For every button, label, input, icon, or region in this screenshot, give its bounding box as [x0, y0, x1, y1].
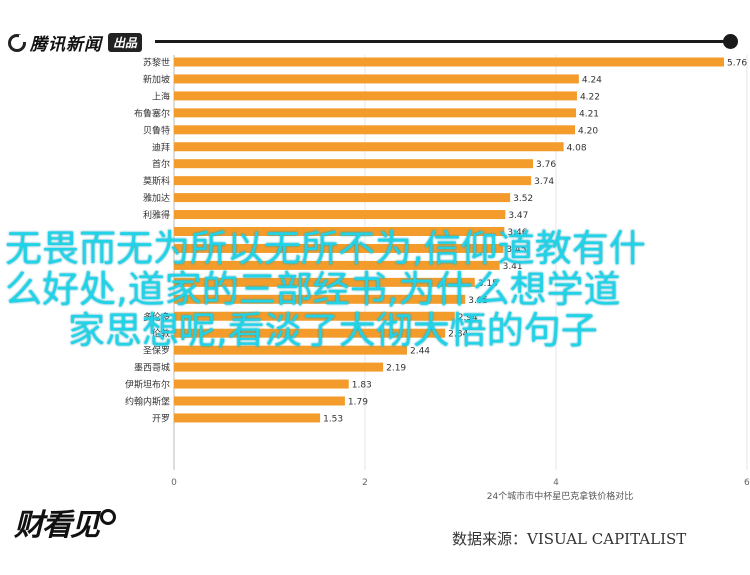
data-label: 2.44 [410, 347, 430, 357]
bar [174, 176, 532, 186]
bar [174, 311, 455, 321]
bar [174, 193, 511, 203]
data-label: 5.76 [727, 59, 747, 69]
data-label: 3.47 [508, 211, 528, 221]
bar [174, 227, 505, 236]
category-label: 贝鲁特 [143, 124, 170, 136]
data-label: 4.22 [580, 92, 600, 102]
category-label: 布鲁塞尔 [134, 107, 170, 119]
overlay-line-1: 无畏而无为所以无所不为,信仰道教有什 [5, 227, 646, 270]
category-label: 多伦多 [143, 311, 170, 323]
x-tick-label: 6 [744, 478, 750, 488]
data-label: 1.53 [323, 414, 343, 424]
data-label: 3.41 [503, 262, 523, 272]
data-label: 3.74 [534, 177, 554, 187]
bar [174, 260, 500, 270]
data-label: 2.94 [458, 313, 478, 323]
category-label: 伦敦 [152, 328, 170, 340]
overlay-line-3: 家思想呢,看淡了大彻大悟的句子 [68, 309, 598, 352]
category-label: 首尔 [152, 158, 170, 170]
bar [174, 413, 321, 423]
x-tick-label: 4 [553, 478, 559, 488]
data-label: 3.46 [507, 228, 527, 238]
bar [174, 396, 345, 406]
bar [174, 277, 475, 287]
bar [174, 74, 579, 84]
bar [174, 210, 506, 220]
logo-badge: 出品 [108, 33, 143, 52]
data-label: 1.79 [348, 398, 368, 408]
category-label: 莫斯科 [143, 175, 170, 187]
data-label: 3.76 [536, 160, 556, 170]
bar [174, 243, 504, 253]
caikanjian-logo: 财看见 [14, 500, 116, 544]
bar [174, 91, 577, 101]
category-label: 伊斯坦布尔 [125, 379, 170, 391]
data-label: 4.21 [579, 109, 599, 119]
x-tick-label: 0 [171, 478, 177, 488]
footer-brand: 财看见 [14, 508, 100, 543]
header: 腾讯新闻 出品 [0, 0, 750, 82]
data-label: 4.20 [578, 126, 598, 136]
category-label: 新加坡 [143, 73, 170, 85]
data-source: 数据来源：VISUAL CAPITALIST [452, 530, 687, 548]
data-label: 3.05 [468, 296, 488, 306]
bar [174, 142, 564, 152]
bar [174, 362, 384, 372]
category-label: 迪拜 [152, 141, 170, 153]
bar [174, 328, 446, 338]
data-label: 2.84 [448, 330, 468, 340]
data-label: 3.15 [478, 279, 498, 289]
category-label: 约翰内斯堡 [125, 396, 170, 408]
category-label: 利雅得 [143, 209, 170, 221]
bar [174, 125, 576, 135]
data-label: 4.08 [567, 143, 587, 153]
category-label: 墨西哥城 [134, 363, 170, 374]
data-label: 4.24 [582, 75, 602, 85]
chart-title: 24个城市市中杯星巴克拿铁价格对比 [487, 490, 633, 502]
bar [174, 159, 534, 169]
bar [174, 345, 407, 355]
x-tick-label: 2 [362, 478, 368, 488]
tencent-logo-icon [8, 33, 26, 52]
tencent-news-logo[interactable]: 腾讯新闻 出品 [8, 30, 143, 55]
category-label: 雅加达 [143, 192, 170, 204]
category-label: 苏黎世 [143, 57, 170, 69]
eye-icon [100, 509, 116, 525]
bar [174, 108, 576, 118]
progress-line [155, 40, 725, 43]
bar [174, 57, 724, 67]
data-label: 1.83 [352, 381, 372, 391]
data-label: 2.19 [386, 364, 406, 374]
bar [174, 294, 466, 304]
category-label: 上海 [152, 90, 170, 102]
data-label: 3.45 [506, 245, 526, 255]
bar [174, 379, 349, 389]
data-label: 3.52 [513, 194, 533, 204]
category-label: 开罗 [152, 413, 170, 424]
overlay-line-2: 么好处,道家的三部经书,为什么想学道 [5, 268, 621, 311]
logo-text: 腾讯新闻 [30, 35, 102, 55]
category-label: 圣保罗 [143, 345, 170, 357]
progress-knob[interactable] [723, 34, 738, 49]
